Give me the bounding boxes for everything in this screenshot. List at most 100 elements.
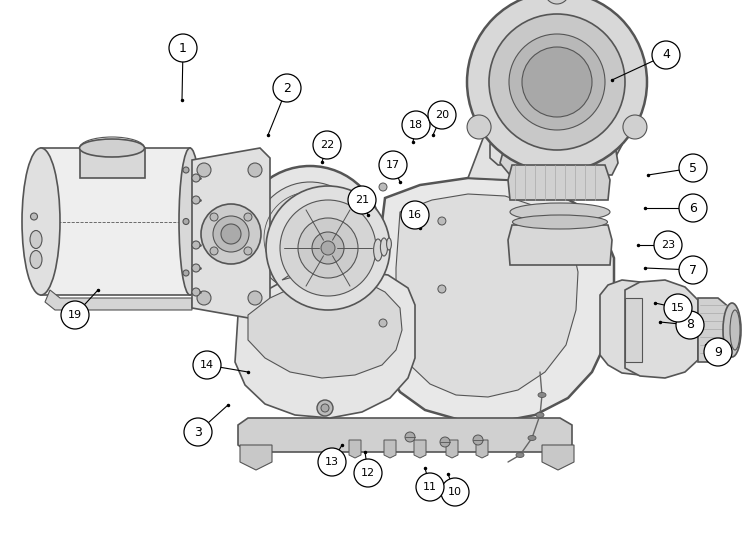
Circle shape bbox=[317, 400, 333, 416]
Text: 16: 16 bbox=[408, 210, 422, 220]
Polygon shape bbox=[248, 278, 402, 378]
Circle shape bbox=[401, 201, 429, 229]
Text: 4: 4 bbox=[662, 49, 670, 62]
Ellipse shape bbox=[536, 413, 544, 417]
Text: 23: 23 bbox=[661, 240, 675, 250]
Polygon shape bbox=[45, 290, 192, 310]
Polygon shape bbox=[625, 298, 642, 362]
Circle shape bbox=[192, 241, 200, 249]
Circle shape bbox=[441, 478, 469, 506]
Circle shape bbox=[321, 241, 335, 255]
Circle shape bbox=[210, 247, 218, 255]
Text: 20: 20 bbox=[435, 110, 449, 120]
Text: 11: 11 bbox=[423, 482, 437, 492]
Circle shape bbox=[221, 224, 241, 244]
Ellipse shape bbox=[179, 148, 201, 295]
Circle shape bbox=[266, 186, 390, 310]
Polygon shape bbox=[625, 280, 698, 378]
Ellipse shape bbox=[22, 148, 60, 295]
Polygon shape bbox=[508, 165, 610, 200]
Ellipse shape bbox=[30, 231, 42, 248]
Circle shape bbox=[704, 338, 732, 366]
Ellipse shape bbox=[387, 238, 391, 250]
Polygon shape bbox=[468, 110, 575, 188]
Text: 22: 22 bbox=[320, 140, 334, 150]
Circle shape bbox=[522, 47, 592, 117]
Circle shape bbox=[213, 216, 249, 252]
Circle shape bbox=[298, 218, 358, 278]
Circle shape bbox=[192, 174, 200, 182]
Text: 1: 1 bbox=[179, 42, 187, 55]
Text: 18: 18 bbox=[409, 120, 423, 130]
Circle shape bbox=[379, 151, 407, 179]
Text: 10: 10 bbox=[448, 487, 462, 497]
Text: 9: 9 bbox=[714, 346, 722, 359]
Polygon shape bbox=[282, 262, 352, 280]
Circle shape bbox=[654, 231, 682, 259]
Text: 17: 17 bbox=[386, 160, 400, 170]
Polygon shape bbox=[542, 445, 574, 470]
Circle shape bbox=[318, 448, 346, 476]
Circle shape bbox=[321, 404, 329, 412]
Circle shape bbox=[184, 418, 212, 446]
Circle shape bbox=[169, 34, 197, 62]
Text: 21: 21 bbox=[355, 195, 369, 205]
Text: 19: 19 bbox=[68, 310, 82, 320]
Polygon shape bbox=[508, 225, 612, 265]
Circle shape bbox=[428, 101, 456, 129]
Circle shape bbox=[244, 213, 252, 221]
Circle shape bbox=[308, 215, 388, 295]
Ellipse shape bbox=[513, 215, 608, 229]
Polygon shape bbox=[192, 148, 270, 320]
Circle shape bbox=[438, 217, 446, 225]
Circle shape bbox=[61, 301, 89, 329]
Circle shape bbox=[440, 437, 450, 447]
Circle shape bbox=[402, 111, 430, 139]
Text: 3: 3 bbox=[194, 426, 202, 438]
Ellipse shape bbox=[516, 453, 524, 457]
Text: 5: 5 bbox=[689, 161, 697, 174]
Circle shape bbox=[438, 285, 446, 293]
Text: 2: 2 bbox=[283, 82, 291, 94]
Text: 13: 13 bbox=[325, 457, 339, 467]
Circle shape bbox=[193, 351, 221, 379]
Ellipse shape bbox=[730, 310, 740, 350]
Circle shape bbox=[473, 435, 483, 445]
Ellipse shape bbox=[381, 238, 387, 256]
Polygon shape bbox=[349, 440, 361, 458]
Circle shape bbox=[248, 163, 262, 177]
Polygon shape bbox=[446, 440, 458, 458]
Circle shape bbox=[679, 194, 707, 222]
Text: 6: 6 bbox=[689, 201, 697, 214]
Ellipse shape bbox=[183, 219, 189, 225]
Circle shape bbox=[312, 232, 344, 264]
Circle shape bbox=[509, 34, 605, 130]
Circle shape bbox=[197, 163, 211, 177]
Polygon shape bbox=[384, 440, 396, 458]
Polygon shape bbox=[41, 148, 190, 295]
Polygon shape bbox=[396, 194, 578, 397]
Circle shape bbox=[679, 256, 707, 284]
Circle shape bbox=[192, 288, 200, 296]
Ellipse shape bbox=[538, 393, 546, 397]
Text: 12: 12 bbox=[361, 468, 375, 478]
Polygon shape bbox=[235, 270, 415, 418]
Circle shape bbox=[676, 311, 704, 339]
Circle shape bbox=[210, 213, 218, 221]
Polygon shape bbox=[500, 145, 618, 175]
Circle shape bbox=[280, 200, 376, 296]
Polygon shape bbox=[476, 440, 488, 458]
Circle shape bbox=[254, 182, 366, 294]
Circle shape bbox=[623, 115, 647, 139]
Polygon shape bbox=[698, 298, 732, 362]
Polygon shape bbox=[414, 440, 426, 458]
Polygon shape bbox=[238, 418, 572, 452]
Polygon shape bbox=[240, 445, 272, 470]
Circle shape bbox=[679, 154, 707, 182]
Ellipse shape bbox=[80, 139, 144, 157]
Ellipse shape bbox=[30, 251, 42, 268]
Circle shape bbox=[379, 183, 387, 191]
Circle shape bbox=[664, 294, 692, 322]
Circle shape bbox=[201, 204, 261, 264]
Circle shape bbox=[238, 166, 382, 310]
